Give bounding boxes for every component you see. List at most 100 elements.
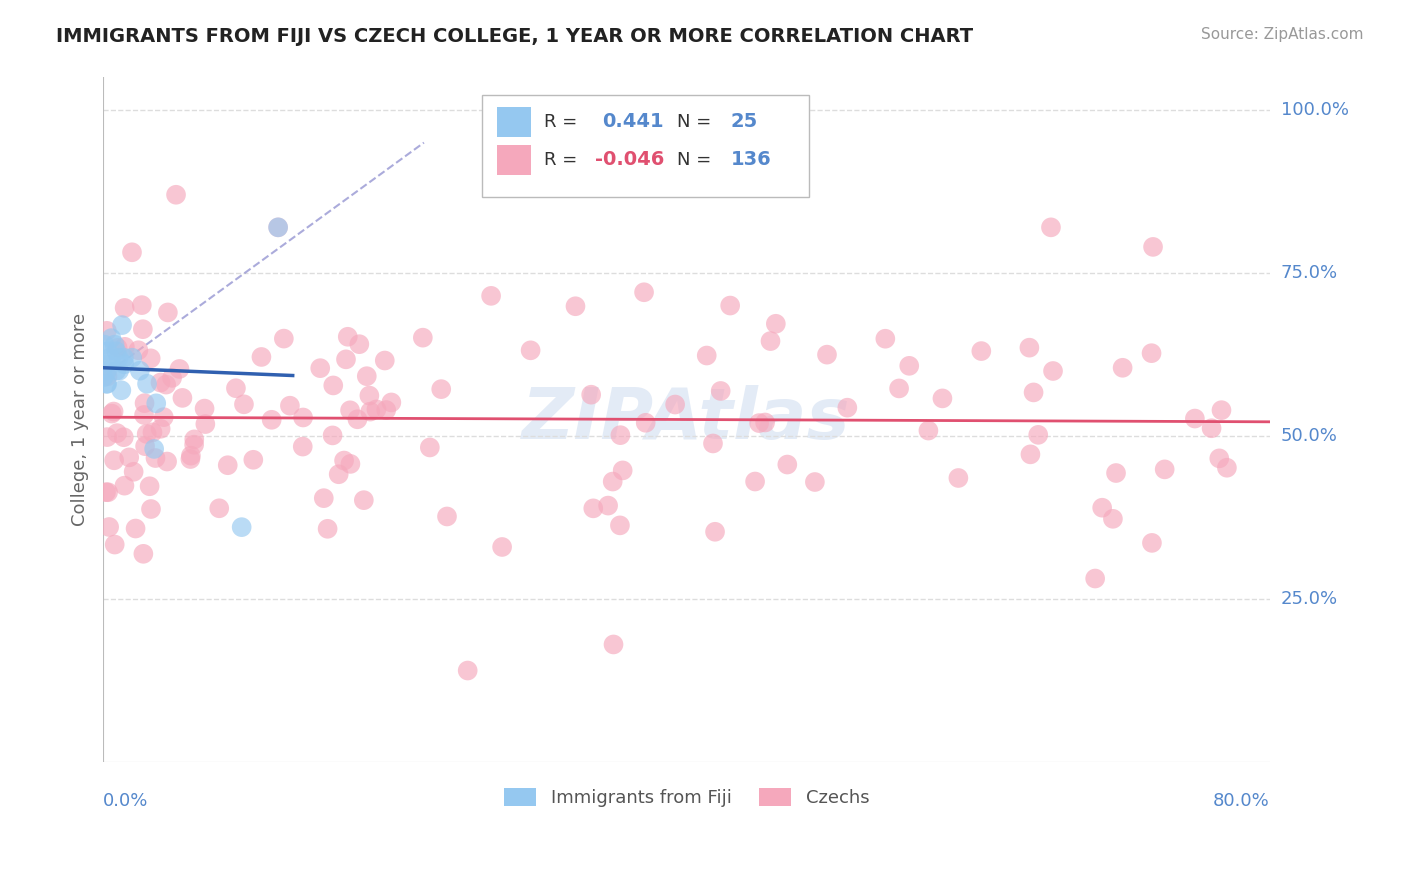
Text: 136: 136 <box>731 150 772 169</box>
Point <box>696 349 718 363</box>
Point <box>179 452 201 467</box>
Point <box>1022 385 1045 400</box>
Point <box>114 301 136 315</box>
Point <box>359 404 381 418</box>
Point <box>127 343 149 358</box>
Point <box>457 664 479 678</box>
Point <box>292 410 315 425</box>
Point <box>339 403 361 417</box>
Point <box>107 351 129 365</box>
Point <box>579 387 602 401</box>
Point <box>105 344 128 359</box>
Point <box>103 404 125 418</box>
Point <box>776 458 799 472</box>
Point <box>149 422 172 436</box>
Point <box>97 344 120 359</box>
Point <box>94 485 117 500</box>
Point <box>165 187 187 202</box>
Point <box>136 376 159 391</box>
Point <box>1102 512 1125 526</box>
Point <box>143 442 166 456</box>
Point <box>180 449 202 463</box>
Point <box>124 522 146 536</box>
Point <box>353 493 375 508</box>
Point <box>1039 220 1062 235</box>
Point <box>430 382 453 396</box>
Point <box>145 450 167 465</box>
Text: 0.0%: 0.0% <box>103 792 149 810</box>
Point <box>322 428 344 442</box>
Point <box>1201 421 1223 435</box>
Point <box>339 457 361 471</box>
Point <box>1140 346 1163 360</box>
Point <box>169 362 191 376</box>
Point <box>98 520 121 534</box>
Text: 25.0%: 25.0% <box>1281 590 1339 607</box>
Point <box>134 439 156 453</box>
Point <box>436 509 458 524</box>
Point <box>96 430 118 444</box>
Point <box>121 351 143 365</box>
Point <box>231 520 253 534</box>
Point <box>359 388 381 402</box>
Point <box>131 298 153 312</box>
Point <box>356 369 378 384</box>
Point <box>172 391 194 405</box>
Point <box>134 396 156 410</box>
Point <box>105 426 128 441</box>
Point <box>107 341 129 355</box>
Point <box>156 454 179 468</box>
Point <box>1184 411 1206 425</box>
Point <box>278 399 301 413</box>
Point <box>748 416 770 430</box>
Point <box>374 353 396 368</box>
Point <box>1211 403 1233 417</box>
Point <box>128 364 150 378</box>
Point <box>194 417 217 431</box>
Point <box>664 398 686 412</box>
Point <box>765 317 787 331</box>
Point <box>970 344 993 359</box>
Point <box>156 305 179 319</box>
Text: N =: N = <box>678 151 711 169</box>
Point <box>260 413 283 427</box>
Point <box>898 359 921 373</box>
Point <box>122 465 145 479</box>
Point <box>104 537 127 551</box>
Point <box>96 324 118 338</box>
Point <box>609 428 631 442</box>
Point <box>193 401 215 416</box>
Y-axis label: College, 1 year or more: College, 1 year or more <box>72 313 89 526</box>
Point <box>612 463 634 477</box>
Point <box>1153 462 1175 476</box>
Point <box>217 458 239 473</box>
Point <box>333 453 356 467</box>
Point <box>609 518 631 533</box>
Point <box>183 433 205 447</box>
Point <box>121 245 143 260</box>
Point <box>250 350 273 364</box>
Point <box>138 479 160 493</box>
Point <box>267 220 290 235</box>
Point <box>412 331 434 345</box>
Point <box>335 352 357 367</box>
Point <box>132 408 155 422</box>
Point <box>346 412 368 426</box>
Point <box>96 364 118 378</box>
FancyBboxPatch shape <box>498 145 531 175</box>
Point <box>149 376 172 390</box>
Point <box>1140 536 1163 550</box>
Point <box>132 547 155 561</box>
Point <box>931 392 953 406</box>
Point <box>598 499 620 513</box>
Point <box>114 340 136 354</box>
Point <box>837 401 859 415</box>
Point <box>917 424 939 438</box>
Point <box>634 416 657 430</box>
Point <box>267 220 290 235</box>
Point <box>104 337 127 351</box>
Point <box>564 299 586 313</box>
Point <box>141 425 163 440</box>
Point <box>96 369 118 384</box>
Text: 100.0%: 100.0% <box>1281 101 1348 119</box>
